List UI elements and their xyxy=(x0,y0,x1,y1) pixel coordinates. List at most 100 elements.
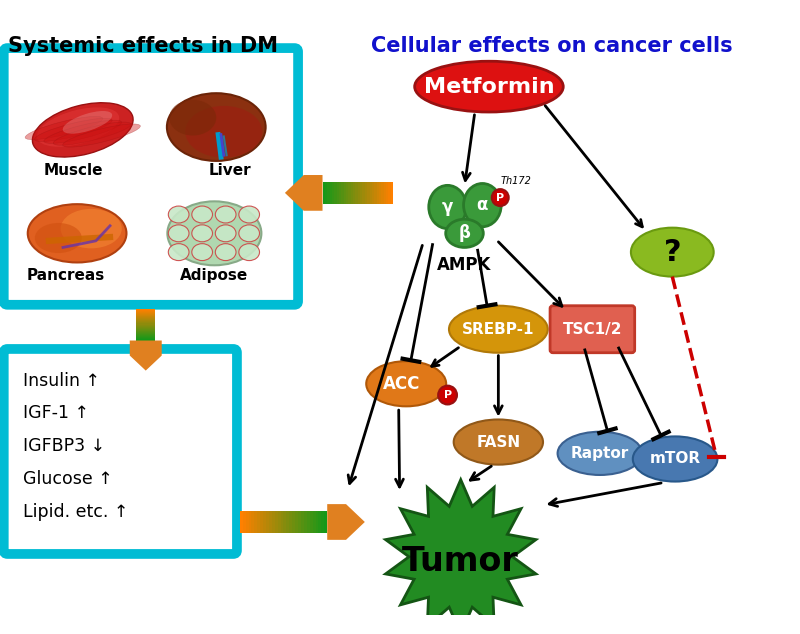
Bar xyxy=(292,511,295,533)
Bar xyxy=(286,511,290,533)
Bar xyxy=(344,181,346,204)
Bar xyxy=(136,319,155,320)
Polygon shape xyxy=(386,480,536,634)
Bar xyxy=(136,327,155,328)
Bar xyxy=(313,511,315,533)
Ellipse shape xyxy=(454,420,543,465)
Text: Glucose ↑: Glucose ↑ xyxy=(22,470,112,488)
Text: P: P xyxy=(443,390,452,400)
Bar xyxy=(136,330,155,331)
Bar xyxy=(350,181,353,204)
Ellipse shape xyxy=(186,106,262,158)
Ellipse shape xyxy=(192,206,213,223)
Text: Lipid. etc. ↑: Lipid. etc. ↑ xyxy=(22,503,128,521)
Bar xyxy=(251,511,254,533)
Ellipse shape xyxy=(633,436,718,482)
Ellipse shape xyxy=(215,243,236,261)
Bar xyxy=(136,326,155,327)
Ellipse shape xyxy=(239,206,259,223)
FancyBboxPatch shape xyxy=(4,349,237,554)
Bar xyxy=(136,311,155,312)
Bar xyxy=(330,181,332,204)
Ellipse shape xyxy=(62,124,140,147)
Bar xyxy=(136,331,155,332)
Bar xyxy=(377,181,379,204)
Text: Liver: Liver xyxy=(209,163,252,178)
Bar xyxy=(136,332,155,333)
Ellipse shape xyxy=(631,228,714,276)
Bar xyxy=(310,511,313,533)
FancyArrow shape xyxy=(130,340,162,371)
Text: FASN: FASN xyxy=(476,434,521,450)
Ellipse shape xyxy=(558,432,642,475)
Bar xyxy=(136,320,155,321)
Bar xyxy=(390,181,393,204)
Bar xyxy=(304,511,307,533)
Text: SREBP-1: SREBP-1 xyxy=(462,321,534,337)
Ellipse shape xyxy=(61,209,122,249)
Bar xyxy=(278,511,281,533)
Ellipse shape xyxy=(28,204,126,262)
Text: Cellular effects on cancer cells: Cellular effects on cancer cells xyxy=(371,36,733,56)
Bar xyxy=(367,181,370,204)
Text: Metformin: Metformin xyxy=(424,77,554,96)
Text: ACC: ACC xyxy=(383,375,420,392)
Bar xyxy=(372,181,374,204)
Text: IGF-1 ↑: IGF-1 ↑ xyxy=(22,404,89,422)
Bar xyxy=(136,329,155,330)
Ellipse shape xyxy=(429,185,466,229)
Ellipse shape xyxy=(168,206,189,223)
Ellipse shape xyxy=(192,225,213,242)
Bar xyxy=(136,336,155,337)
Bar xyxy=(334,181,337,204)
Ellipse shape xyxy=(239,225,259,242)
Bar xyxy=(260,511,263,533)
Text: Raptor: Raptor xyxy=(570,446,629,461)
Bar xyxy=(281,511,283,533)
Text: Pancreas: Pancreas xyxy=(26,268,105,283)
Text: β: β xyxy=(458,224,470,242)
Text: mTOR: mTOR xyxy=(650,451,701,467)
Ellipse shape xyxy=(37,107,119,146)
Ellipse shape xyxy=(34,223,82,253)
Ellipse shape xyxy=(168,225,189,242)
Bar xyxy=(290,511,292,533)
Bar xyxy=(136,335,155,336)
Ellipse shape xyxy=(438,385,457,404)
Bar xyxy=(274,511,278,533)
Text: Tumor: Tumor xyxy=(402,545,519,578)
Bar xyxy=(322,181,325,204)
Ellipse shape xyxy=(414,61,563,112)
Bar xyxy=(246,511,249,533)
Ellipse shape xyxy=(215,206,236,223)
Text: TSC1/2: TSC1/2 xyxy=(562,321,622,337)
Text: Systemic effects in DM: Systemic effects in DM xyxy=(7,36,278,56)
Bar xyxy=(315,511,318,533)
Bar xyxy=(249,511,251,533)
Bar xyxy=(136,328,155,329)
Ellipse shape xyxy=(34,119,112,141)
FancyArrow shape xyxy=(285,175,322,210)
Bar xyxy=(307,511,310,533)
Bar xyxy=(348,181,350,204)
Bar xyxy=(386,181,388,204)
Bar xyxy=(360,181,362,204)
Bar xyxy=(301,511,304,533)
Bar xyxy=(327,181,330,204)
Ellipse shape xyxy=(239,243,259,261)
Bar xyxy=(325,181,327,204)
Bar xyxy=(136,312,155,313)
FancyBboxPatch shape xyxy=(550,306,634,353)
Bar xyxy=(136,325,155,326)
Text: γ: γ xyxy=(442,198,454,216)
Ellipse shape xyxy=(32,103,133,157)
Ellipse shape xyxy=(449,306,548,353)
Ellipse shape xyxy=(62,111,112,134)
Bar xyxy=(353,181,355,204)
Bar xyxy=(242,511,246,533)
Bar xyxy=(136,333,155,334)
Ellipse shape xyxy=(446,219,483,247)
Ellipse shape xyxy=(168,243,189,261)
Bar xyxy=(136,337,155,339)
Bar xyxy=(365,181,367,204)
